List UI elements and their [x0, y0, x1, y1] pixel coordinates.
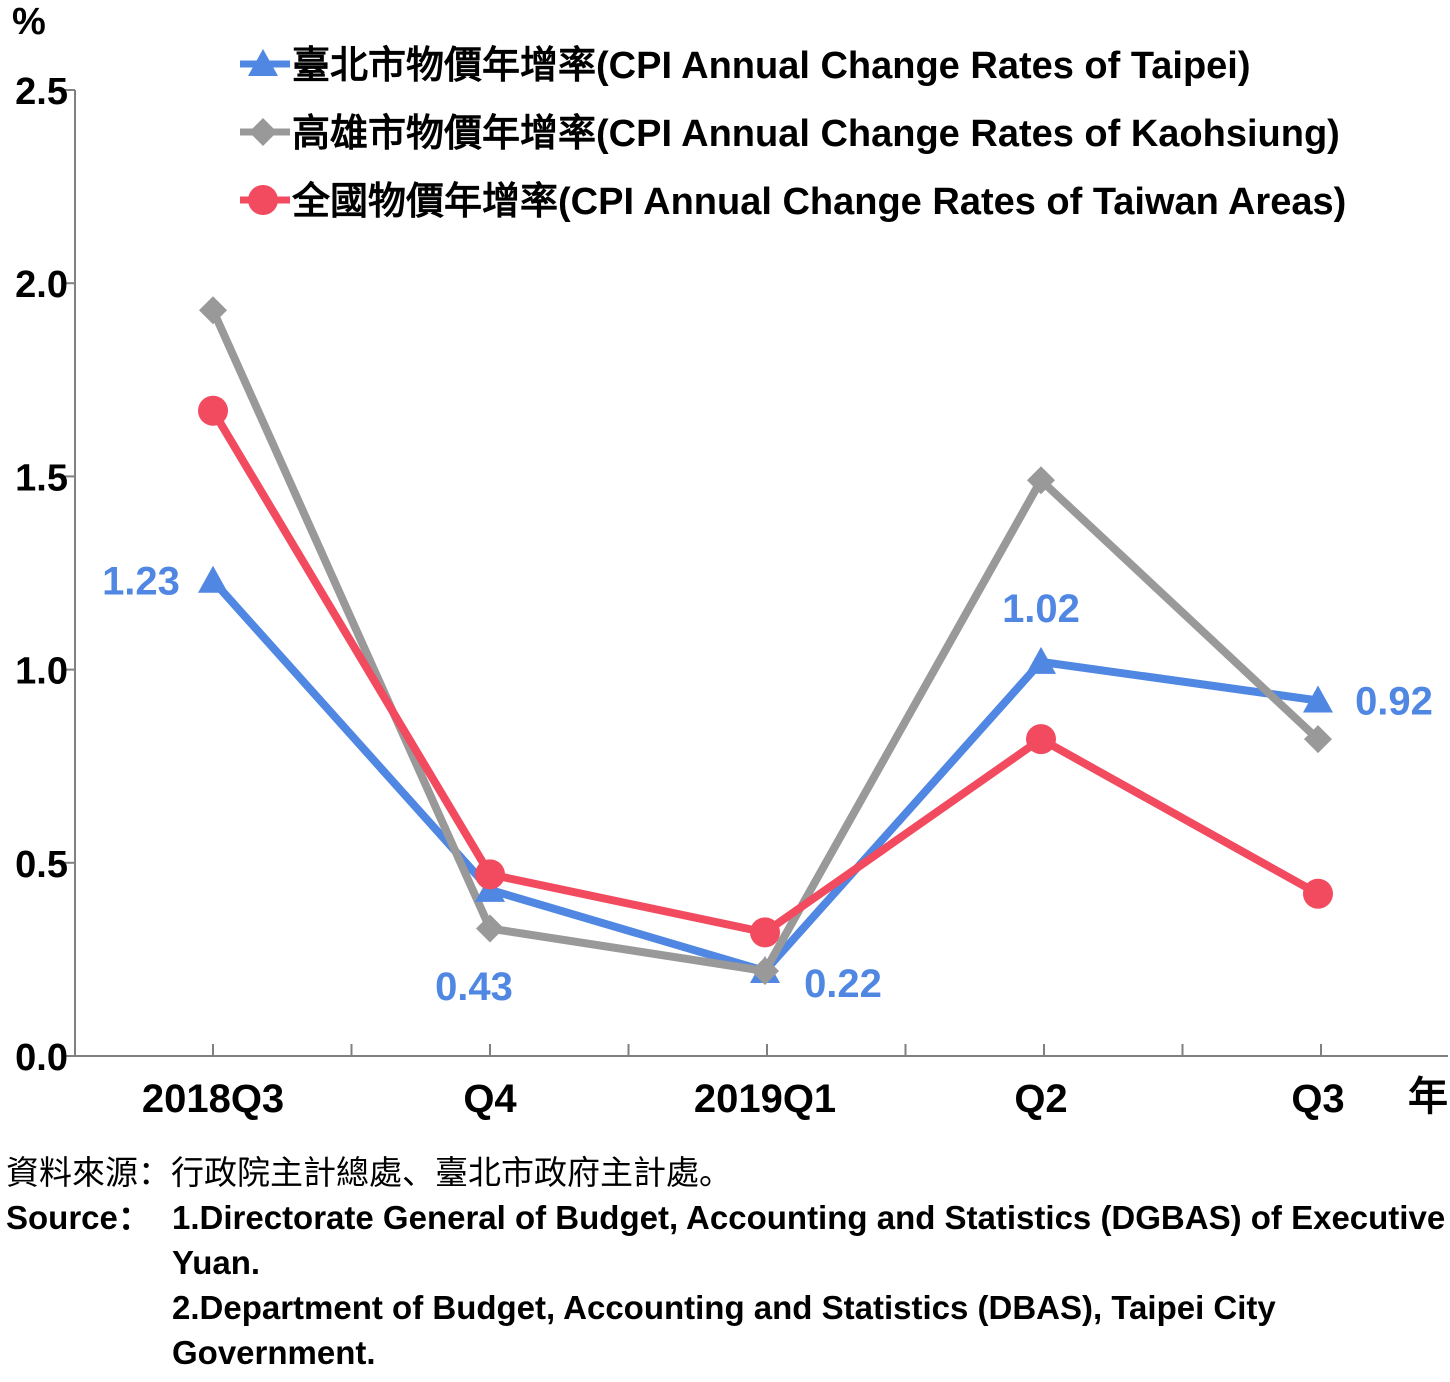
source-en-line1: 1.Directorate General of Budget, Account…: [172, 1199, 1446, 1281]
data-labels: 1.23 0.43 0.22 1.02 0.92: [102, 560, 1433, 1009]
data-point-2: [750, 917, 780, 948]
data-point-1: [751, 956, 779, 985]
y-tick-label: 2.0: [15, 264, 68, 306]
series-markers: [198, 296, 1333, 985]
x-axis-label: 年: [1408, 1075, 1448, 1119]
x-tick-label: 2019Q1: [694, 1077, 836, 1121]
y-tick-label: 0.0: [15, 1037, 68, 1079]
source-en-label: Source：: [6, 1199, 151, 1236]
source-en-line2: 2.Department of Budget, Accounting and S…: [172, 1289, 1276, 1371]
x-tick-label: 2018Q3: [142, 1077, 284, 1121]
source-zh: 資料來源：行政院主計總處、臺北市政府主計處。: [6, 1154, 732, 1191]
data-point-2: [1026, 724, 1056, 755]
legend-entry: 臺北市物價年增率(CPI Annual Change Rates of Taip…: [292, 45, 1251, 87]
y-tick-label: 1.5: [15, 457, 68, 499]
legend-marker: [249, 118, 277, 146]
y-axis-label: %: [12, 1, 46, 43]
legend-marker: [248, 185, 278, 215]
data-point-1: [199, 296, 227, 325]
data-label: 0.92: [1355, 680, 1433, 724]
series-lines: [209, 308, 1321, 975]
data-point-2: [198, 395, 228, 426]
data-label: 1.02: [1002, 587, 1080, 631]
data-point-1: [476, 914, 504, 943]
data-point-0: [1303, 685, 1333, 713]
x-tick-label: Q3: [1291, 1077, 1344, 1121]
data-point-0: [1026, 646, 1056, 674]
x-tick-label: Q4: [463, 1077, 517, 1121]
data-label: 0.22: [804, 962, 882, 1006]
data-point-2: [1303, 878, 1333, 909]
axes: 0.0 0.5 1.0 1.5 2.0 2.5% 2018Q3 Q4 2019Q1 Q2 Q3 年: [12, 1, 1448, 1121]
source-note: 資料來源：行政院主計總處、臺北市政府主計處。 Source： 1.Directo…: [6, 1150, 1446, 1375]
legend-marker: [248, 49, 278, 76]
legend-entry: 高雄市物價年增率(CPI Annual Change Rates of Kaoh…: [292, 113, 1340, 155]
series-line-1: [209, 308, 1321, 975]
legend: 臺北市物價年增率(CPI Annual Change Rates of Taip…: [240, 45, 1346, 223]
y-tick-label: 0.5: [15, 844, 68, 886]
x-tick-label: Q2: [1014, 1077, 1067, 1121]
data-label: 0.43: [435, 965, 513, 1009]
data-label: 1.23: [102, 560, 180, 604]
data-point-1: [1304, 725, 1332, 754]
y-tick-label: 1.0: [15, 651, 68, 693]
y-tick-label: 2.5: [15, 71, 68, 113]
legend-entry: 全國物價年增率(CPI Annual Change Rates of Taiwa…: [291, 180, 1346, 223]
series-line-0: [210, 578, 1319, 975]
data-point-1: [1027, 466, 1055, 495]
line-chart: 0.0 0.5 1.0 1.5 2.0 2.5% 2018Q3 Q4 2019Q1 Q2 Q3 年 1…: [12, 1, 1448, 1121]
data-point-0: [198, 565, 228, 593]
data-point-2: [475, 859, 505, 890]
